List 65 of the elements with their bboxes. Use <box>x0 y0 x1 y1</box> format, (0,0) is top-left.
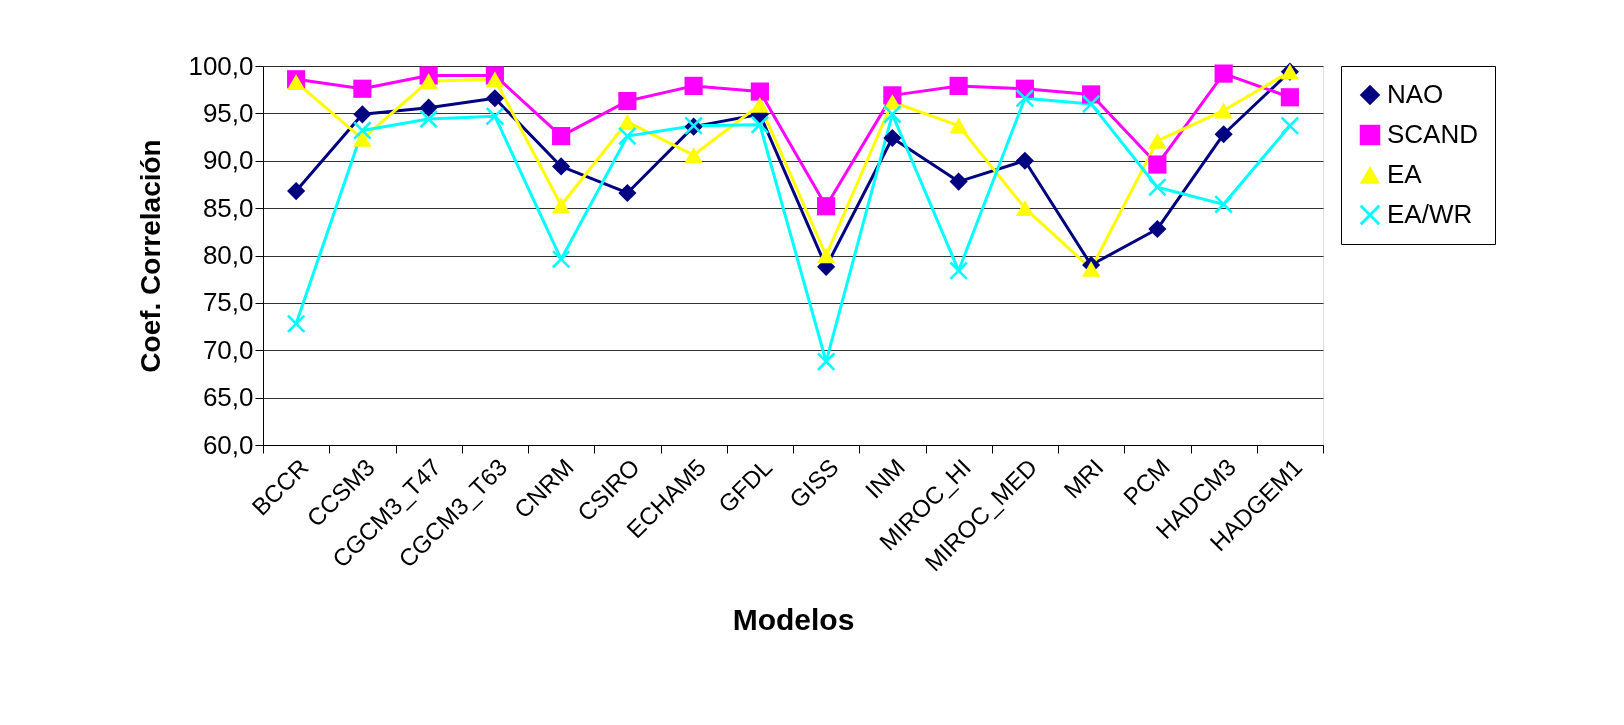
y-tick-label: 90,0 <box>202 145 254 176</box>
point <box>750 115 769 134</box>
y-tick-label: 80,0 <box>202 240 254 270</box>
point <box>419 98 438 117</box>
point <box>750 82 769 101</box>
legend-label: SCAND <box>1387 119 1479 149</box>
point <box>684 76 703 95</box>
point <box>485 71 504 88</box>
point <box>1280 116 1299 135</box>
point <box>552 127 571 146</box>
point <box>1214 125 1233 144</box>
point <box>353 105 372 124</box>
x-axis-title: Modelos <box>732 603 855 637</box>
point <box>1148 178 1167 197</box>
point <box>1214 64 1233 83</box>
point <box>353 131 372 147</box>
point <box>419 109 438 129</box>
point <box>883 105 902 124</box>
point <box>552 197 571 214</box>
point <box>1015 200 1034 216</box>
point <box>1280 88 1299 107</box>
y-axis-title: Coef. Correlación <box>135 139 167 373</box>
point <box>1148 132 1167 149</box>
point <box>1015 89 1034 108</box>
point <box>618 91 637 111</box>
point <box>1148 219 1167 239</box>
point <box>1214 102 1233 119</box>
point <box>419 73 438 90</box>
y-tick-label: 75,0 <box>202 287 254 318</box>
point <box>817 197 836 216</box>
point <box>1148 155 1167 174</box>
point <box>949 261 968 280</box>
point <box>1082 94 1101 113</box>
point <box>552 250 571 269</box>
point <box>618 127 637 146</box>
legend-label: NAO <box>1387 79 1444 109</box>
point <box>750 96 769 113</box>
legend-label: EA/WR <box>1387 199 1473 229</box>
point <box>1214 195 1233 214</box>
legend-label: EA <box>1387 159 1423 189</box>
y-tick-label: 95,0 <box>202 97 254 128</box>
y-tick-label: 100,0 <box>188 50 254 81</box>
point <box>949 172 968 191</box>
point <box>618 183 637 203</box>
point <box>485 89 504 108</box>
point <box>684 147 703 163</box>
point <box>883 128 902 148</box>
point <box>353 121 372 140</box>
y-tick-label: 70,0 <box>202 334 254 365</box>
point <box>949 117 968 134</box>
point <box>287 314 306 333</box>
y-tick-label: 60,0 <box>202 429 254 460</box>
point <box>485 107 504 126</box>
point <box>1015 151 1034 170</box>
point <box>287 181 306 201</box>
y-tick-label: 85,0 <box>202 192 254 223</box>
x-tick-label: MRI <box>1058 453 1109 504</box>
point <box>817 247 836 264</box>
point <box>817 352 836 371</box>
point <box>949 76 968 95</box>
point <box>1082 260 1101 277</box>
point <box>353 79 372 98</box>
point <box>287 74 306 90</box>
y-tick-label: 65,0 <box>202 382 254 413</box>
point <box>552 157 571 176</box>
